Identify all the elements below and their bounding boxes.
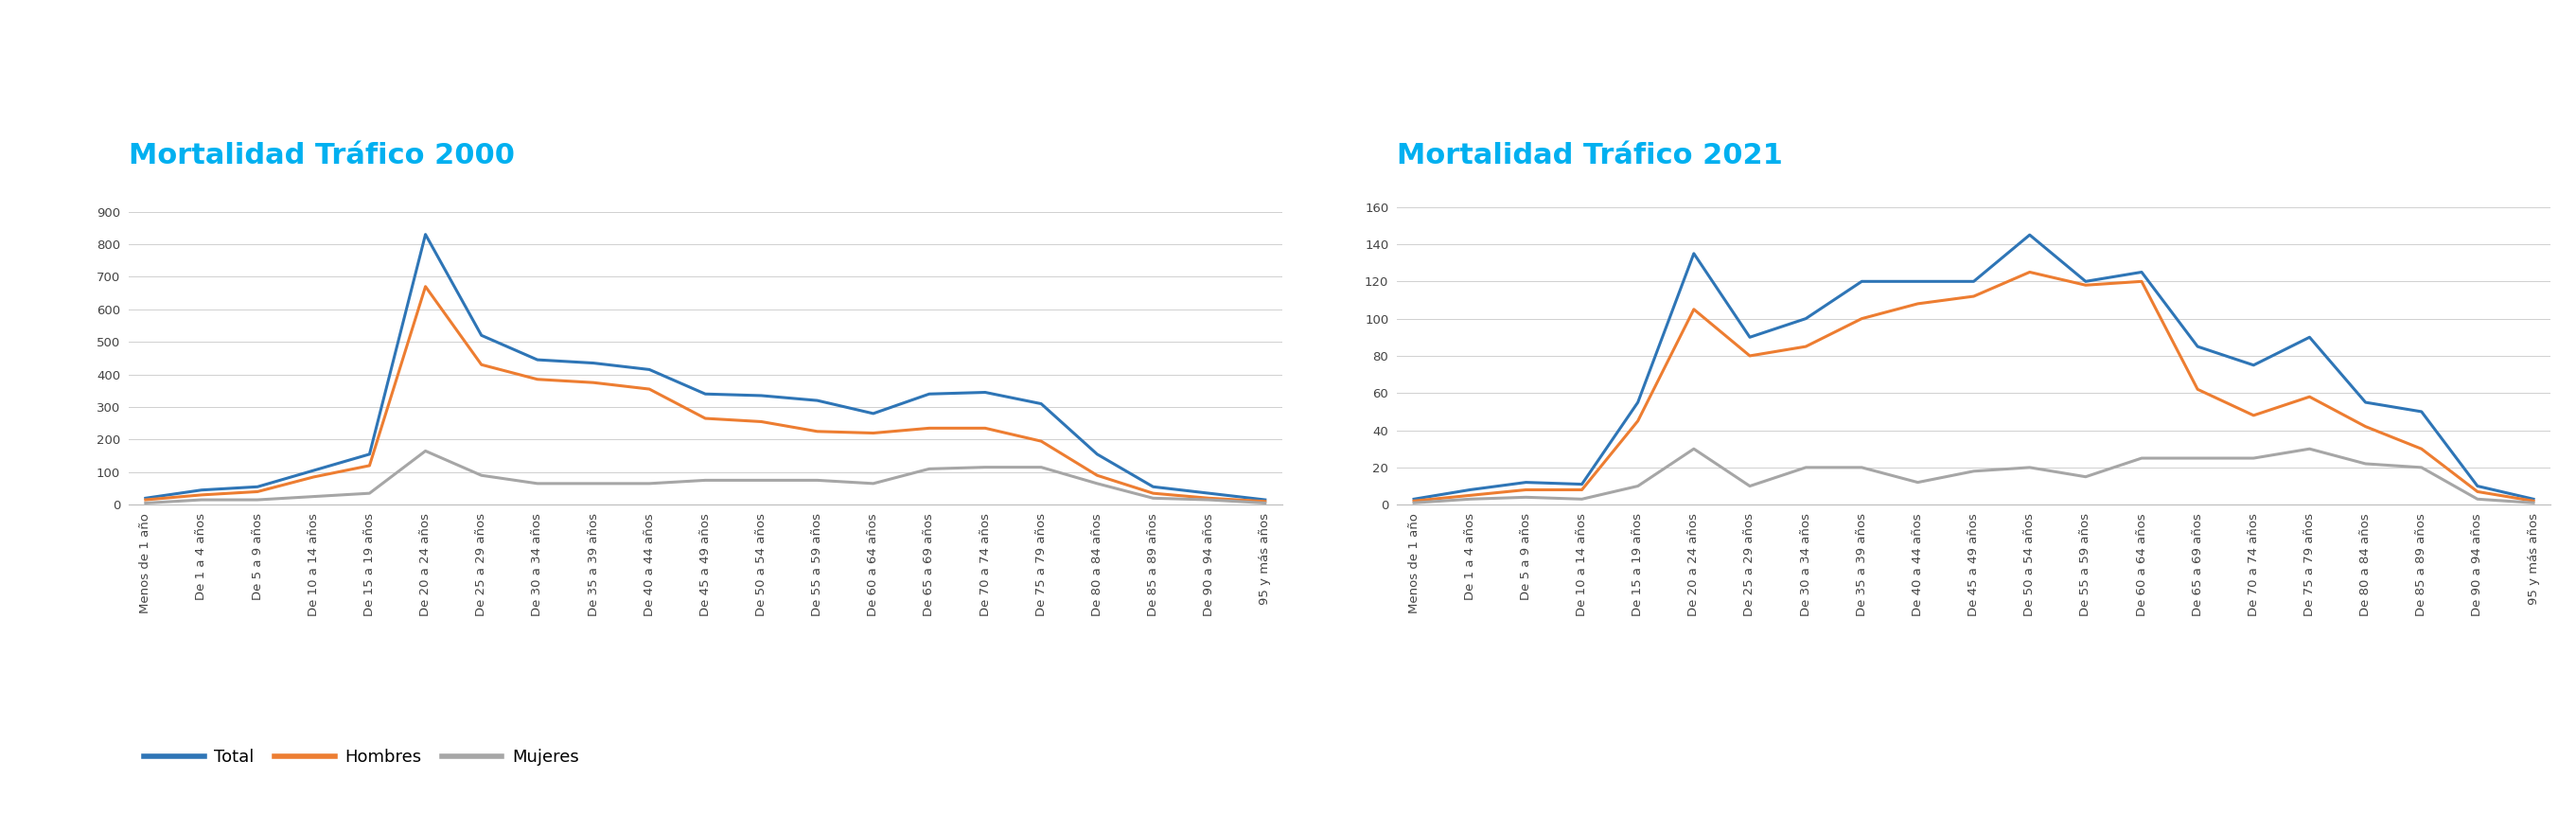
Text: Mortalidad Tráfico 2000: Mortalidad Tráfico 2000 [129, 142, 515, 169]
Legend: Total, Hombres, Mujeres: Total, Hombres, Mujeres [137, 742, 585, 773]
Text: Mortalidad Tráfico 2021: Mortalidad Tráfico 2021 [1396, 142, 1783, 169]
